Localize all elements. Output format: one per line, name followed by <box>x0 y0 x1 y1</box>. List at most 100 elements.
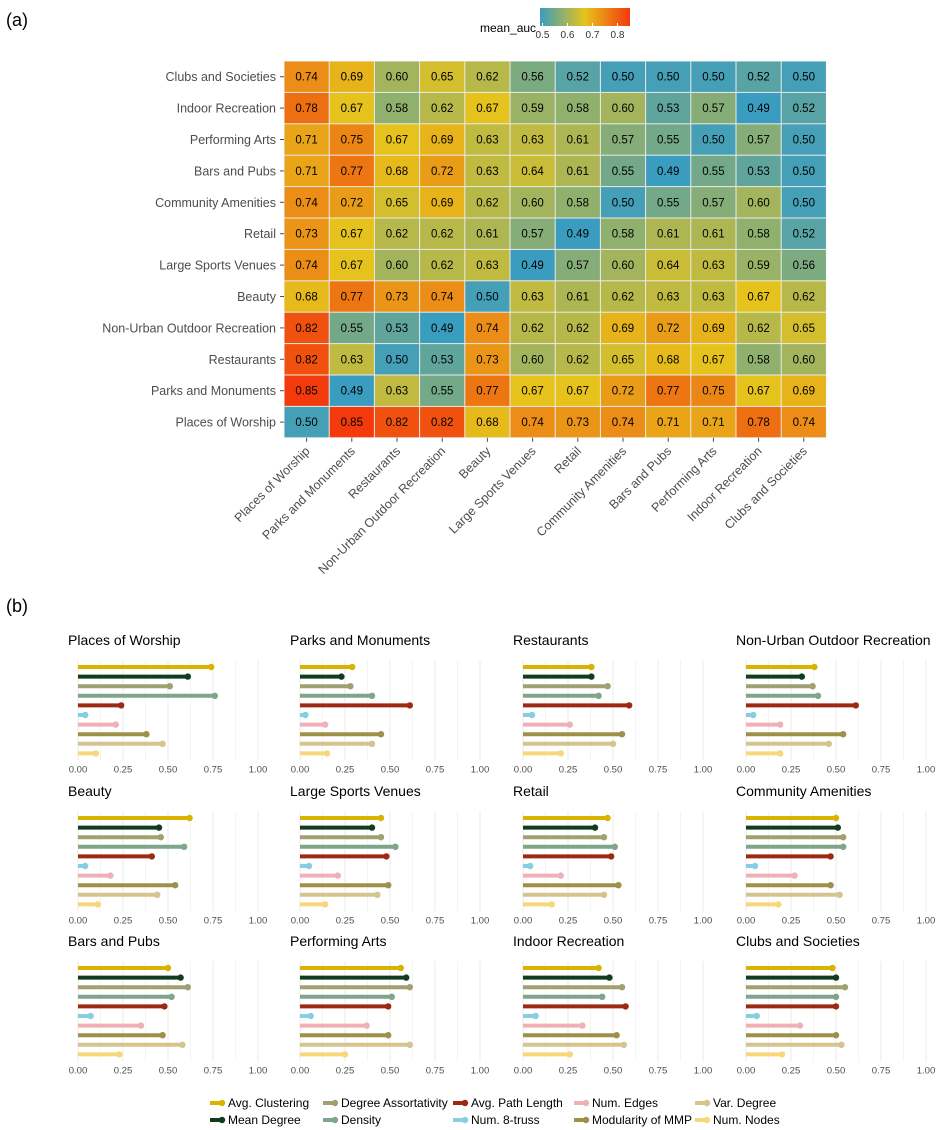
heatmap-cell <box>736 92 781 124</box>
heatmap-cell-value: 0.50 <box>476 292 498 304</box>
lollipop-point <box>527 862 534 870</box>
heatmap-cell-value: 0.60 <box>793 354 815 366</box>
lollipop-point <box>750 711 757 719</box>
x-tick-label: 0.50 <box>827 915 846 926</box>
heatmap-row-label: Parks and Monuments <box>151 384 276 398</box>
heatmap-cell <box>329 281 374 312</box>
lollipop-panel: Bars and Pubs 0.00 0.25 0.50 0.75 1.00 <box>68 933 267 1076</box>
heatmap-cell <box>510 187 555 218</box>
lollipop-point <box>840 843 847 850</box>
heatmap-row-label: Non-Urban Outdoor Recreation <box>102 321 276 335</box>
panel-a-label: (a) <box>6 10 28 30</box>
lollipop-point <box>566 721 573 728</box>
lollipop-point <box>383 853 390 860</box>
heatmap-cell <box>600 187 646 218</box>
heatmap-cell-value: 0.57 <box>747 135 769 147</box>
x-tick-label: 1.00 <box>471 915 490 926</box>
legend-swatch-point <box>461 1099 469 1107</box>
lollipop-point <box>532 1012 539 1020</box>
lollipop-point <box>557 872 564 879</box>
x-tick-label: 1.00 <box>471 1065 490 1076</box>
x-tick-label: 0.75 <box>649 1065 668 1076</box>
heatmap-cell <box>781 344 826 375</box>
heatmap-cell-value: 0.53 <box>386 323 408 335</box>
heatmap-cell-value: 0.55 <box>702 166 724 178</box>
heatmap-cell-value: 0.67 <box>476 103 498 115</box>
heatmap-cell <box>284 92 329 124</box>
heatmap-cell <box>646 124 691 155</box>
heatmap-cell <box>510 218 555 249</box>
heatmap-cell-value: 0.74 <box>295 197 318 209</box>
heatmap-cell-value: 0.61 <box>567 166 589 178</box>
heatmap-cell-value: 0.65 <box>612 354 634 366</box>
x-tick-label: 0.00 <box>69 764 88 775</box>
lollipop-point <box>832 1003 840 1010</box>
lollipop-point <box>388 993 395 1000</box>
lollipop-point <box>595 964 602 972</box>
lollipop-point <box>112 721 120 728</box>
heatmap-cell-value: 0.55 <box>612 166 634 178</box>
lollipop-point <box>591 824 599 831</box>
x-tick-label: 0.00 <box>291 915 310 926</box>
lollipop-point <box>161 1003 168 1010</box>
heatmap-cell <box>329 249 374 281</box>
panel-title: Clubs and Societies <box>736 933 860 949</box>
heatmap-cell-value: 0.58 <box>612 229 634 241</box>
lollipop-point <box>157 834 164 841</box>
heatmap-cell <box>781 124 826 155</box>
lollipop-point <box>618 731 626 738</box>
heatmap-cell <box>329 92 374 124</box>
x-tick-label: 0.75 <box>872 1065 891 1076</box>
heatmap-cell-value: 0.67 <box>341 229 363 241</box>
legend-swatch-point <box>331 1116 339 1124</box>
lollipop-panel: Clubs and Societies 0.00 0.25 0.50 0.75 1.00 <box>736 933 935 1076</box>
heatmap: 0.74 0.69 0.60 0.65 0.62 0.56 0.52 0.50 0.50 0.50… <box>102 61 827 577</box>
legend-label: Density <box>341 1113 381 1127</box>
lollipop-point <box>406 702 413 709</box>
heatmap-cell-value: 0.71 <box>295 135 317 147</box>
heatmap-cell <box>600 344 646 375</box>
lollipop-point <box>608 853 615 860</box>
legend-item: Mean Degree <box>210 1113 301 1127</box>
lollipop-point <box>137 1022 145 1029</box>
heatmap-cell-value: 0.63 <box>521 292 543 304</box>
lollipop-point <box>181 843 188 850</box>
heatmap-cell <box>736 124 781 155</box>
x-tick-label: 0.00 <box>69 915 88 926</box>
lollipop-point <box>92 750 100 757</box>
heatmap-cell-value: 0.85 <box>341 417 363 429</box>
x-tick-label: 0.75 <box>204 764 223 775</box>
heatmap-cell-value: 0.75 <box>341 135 363 147</box>
heatmap-cell <box>420 375 465 406</box>
x-tick-label: 0.75 <box>204 1065 223 1076</box>
heatmap-cell <box>600 124 646 155</box>
legend-item: Var. Degree <box>695 1096 776 1110</box>
lollipop-panel: Places of Worship 0.00 0.25 0.50 0.75 1.00 <box>68 632 267 775</box>
lollipop-point <box>599 993 606 1000</box>
panel-title: Restaurants <box>513 632 588 648</box>
lollipop-point <box>368 692 376 699</box>
heatmap-cell-value: 0.77 <box>341 166 363 178</box>
heatmap-cell-value: 0.58 <box>747 229 769 241</box>
heatmap-cell <box>555 92 600 124</box>
heatmap-cell <box>329 187 374 218</box>
heatmap-cell-value: 0.77 <box>476 386 498 398</box>
heatmap-cell-value: 0.73 <box>295 229 317 241</box>
lollipop-point <box>322 721 329 728</box>
lollipop-point <box>208 663 215 671</box>
heatmap-cell <box>510 375 555 406</box>
lollipop-point <box>322 901 329 908</box>
heatmap-cell <box>465 281 510 312</box>
heatmap-cell-value: 0.74 <box>521 417 544 429</box>
colorbar-legend: mean_auc 0.5 0.6 0.7 0.8 <box>480 8 630 41</box>
lollipop-panel: Restaurants 0.00 0.25 0.50 0.75 1.00 <box>513 632 712 775</box>
heatmap-cell <box>781 218 826 249</box>
heatmap-cell-value: 0.55 <box>657 197 679 209</box>
heatmap-cell <box>420 92 465 124</box>
heatmap-cell <box>284 375 329 406</box>
heatmap-cell <box>555 124 600 155</box>
lollipop-point <box>825 740 832 747</box>
heatmap-cell <box>691 187 736 218</box>
lollipop-point <box>841 984 849 991</box>
heatmap-cell-value: 0.63 <box>702 260 724 272</box>
